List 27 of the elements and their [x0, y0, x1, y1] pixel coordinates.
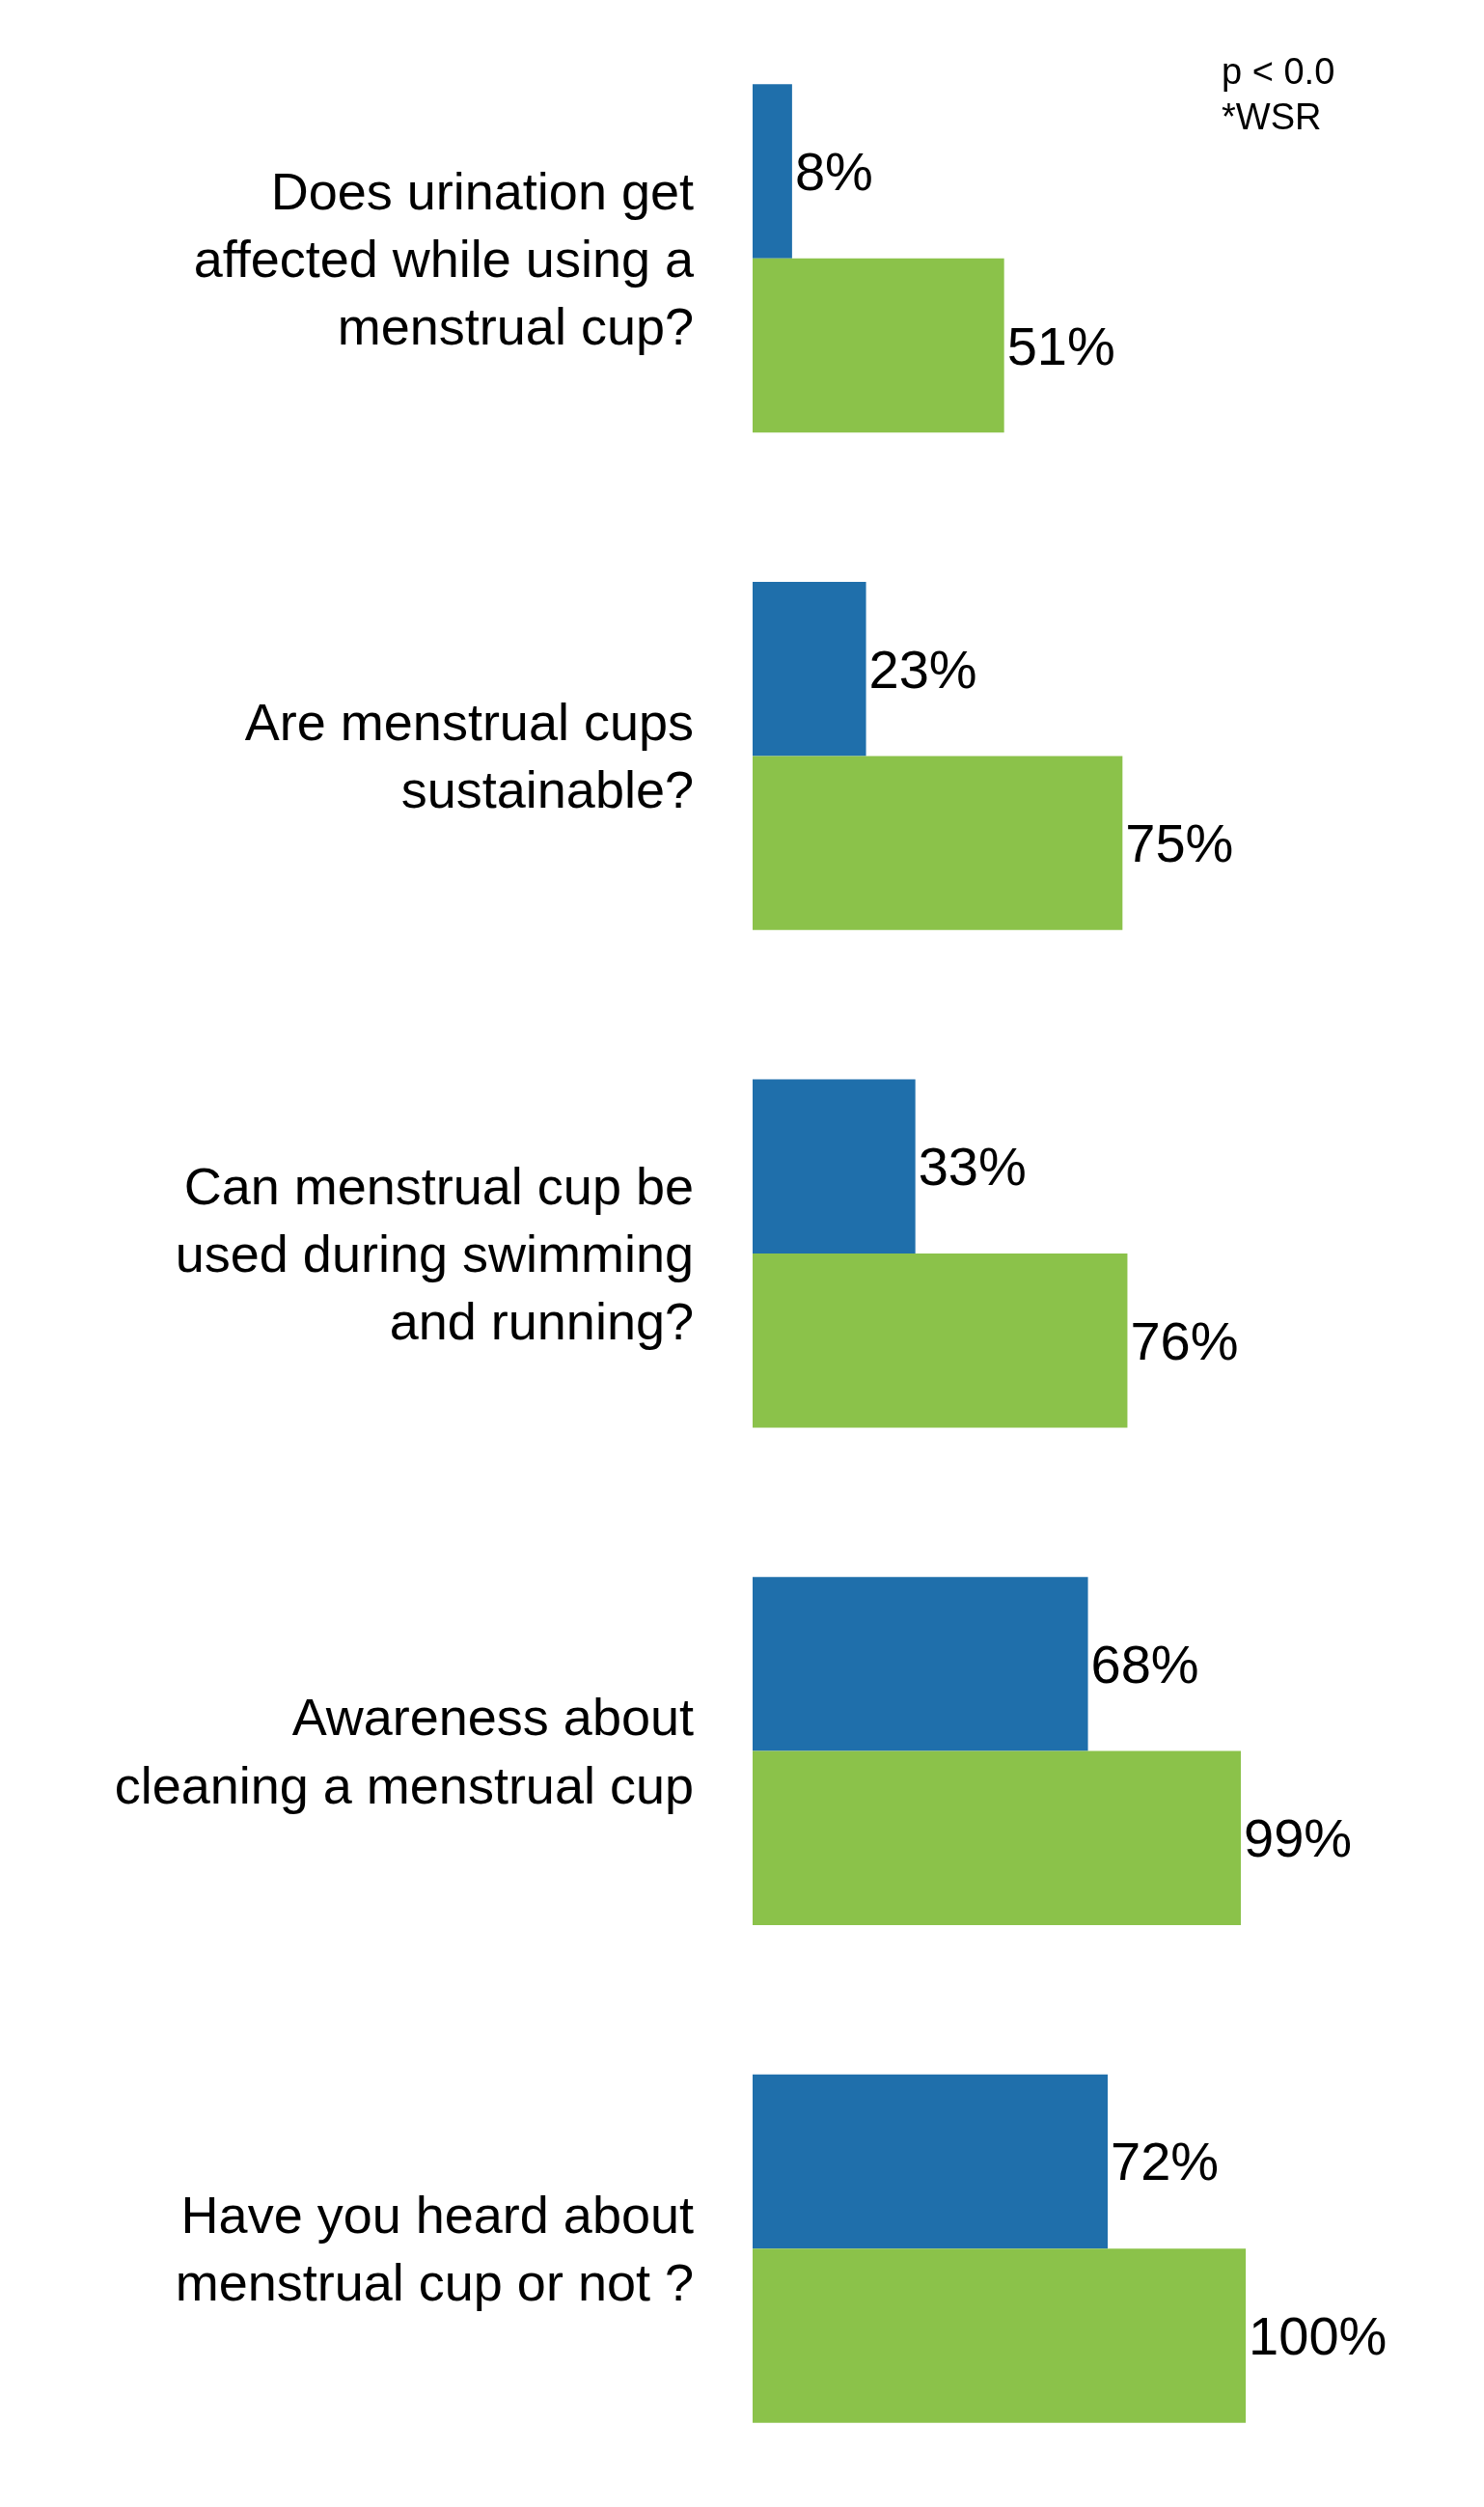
bar: [753, 1254, 1128, 1428]
y-tick-label: Have you heard about menstrual cup or not ?: [175, 2186, 694, 2312]
data-label: 51%: [1006, 315, 1115, 376]
bar: [753, 581, 866, 757]
data-label: 99%: [1243, 1807, 1353, 1869]
data-label: 76%: [1130, 1309, 1239, 1371]
data-label: 33%: [918, 1136, 1027, 1198]
data-label: 8%: [794, 141, 873, 203]
bar: [753, 756, 1123, 930]
y-tick-label: Are menstrual cups sustainable?: [244, 693, 694, 819]
bar: [753, 1750, 1241, 1926]
bar: [753, 1577, 1088, 1751]
y-tick-label: Can menstrual cup be used during swimming and running?: [175, 1156, 694, 1351]
y-tick-label: Awareness about cleaning a menstrual cup: [114, 1688, 694, 1814]
bar: [753, 258, 1004, 433]
annotation: p < 0.0: [1222, 51, 1335, 92]
bar: [753, 2248, 1247, 2423]
bar: [753, 2074, 1108, 2249]
bar: [753, 1079, 916, 1254]
annotation: *WSR: [1222, 96, 1322, 137]
data-label: 72%: [1110, 2131, 1220, 2192]
data-label: 75%: [1125, 813, 1234, 874]
data-label: 68%: [1090, 1633, 1199, 1694]
bar: [753, 84, 792, 259]
y-tick-label: Does urination get affected while using a menstrual cup?: [193, 161, 695, 355]
data-label: 100%: [1249, 2304, 1388, 2366]
data-label: 23%: [868, 638, 977, 700]
